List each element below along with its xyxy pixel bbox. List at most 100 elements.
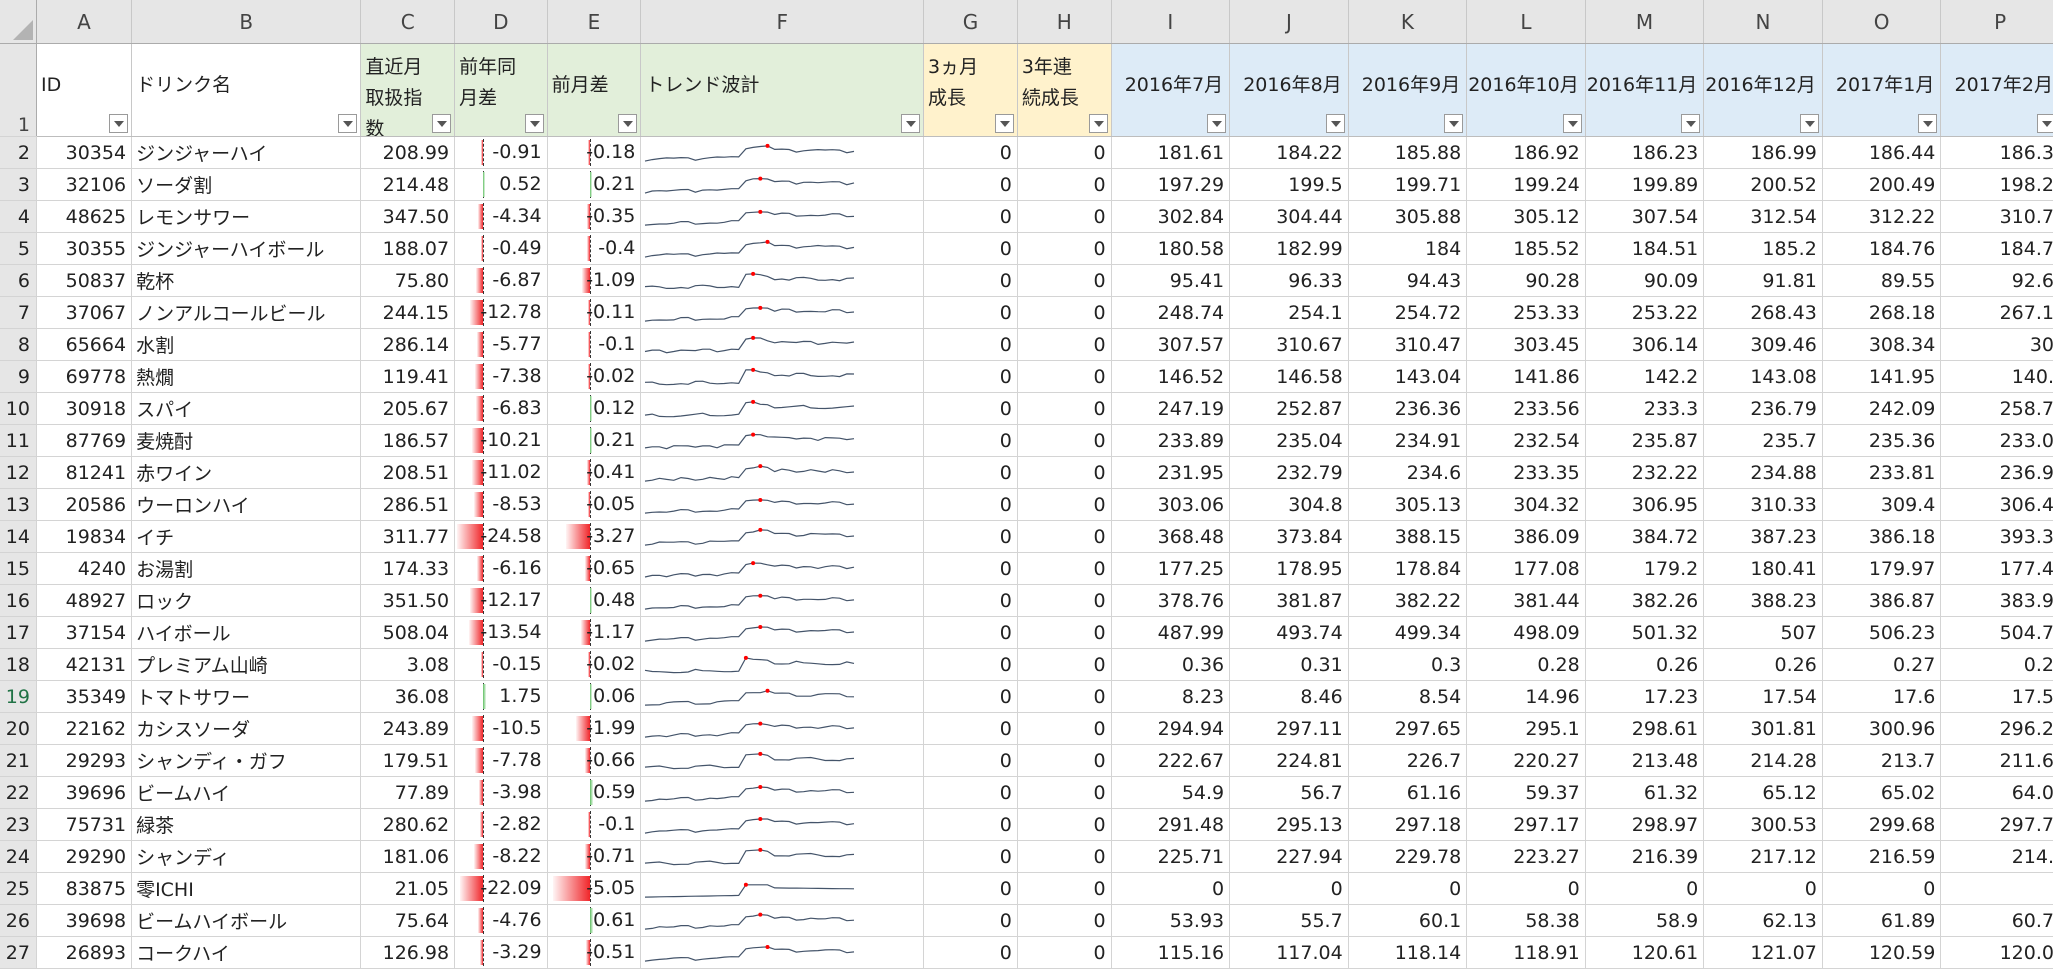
month-value-cell[interactable]: 118.91 — [1466, 936, 1586, 969]
drink-name-cell[interactable]: ロック — [131, 584, 362, 617]
trend-sparkline-cell[interactable] — [640, 680, 925, 713]
month-value-cell[interactable]: 90.09 — [1585, 264, 1705, 297]
mom-diff-cell[interactable]: -5.05 — [547, 872, 642, 905]
mom-diff-cell[interactable]: 0.48 — [547, 584, 642, 617]
month-value-cell[interactable]: 310.67 — [1229, 328, 1349, 361]
mom-diff-cell[interactable]: -0.66 — [547, 744, 642, 777]
growth-3month-cell[interactable]: 0 — [923, 616, 1018, 649]
filter-dropdown-button[interactable] — [524, 114, 544, 133]
month-value-cell[interactable]: 120.0 — [1940, 936, 2053, 969]
growth-3month-cell[interactable]: 0 — [923, 776, 1018, 809]
row-header[interactable]: 9 — [0, 360, 37, 393]
trend-sparkline-cell[interactable] — [640, 360, 925, 393]
filter-dropdown-button[interactable] — [1444, 114, 1464, 133]
month-value-cell[interactable]: 304.44 — [1229, 200, 1349, 233]
month-value-cell[interactable]: 236.36 — [1348, 392, 1468, 425]
column-header-k[interactable]: K — [1348, 0, 1468, 44]
row-header[interactable]: 19 — [0, 680, 37, 713]
yoy-diff-cell[interactable]: -5.77 — [454, 328, 548, 361]
growth-3month-cell[interactable]: 0 — [923, 424, 1018, 457]
month-value-cell[interactable]: 185.88 — [1348, 136, 1468, 169]
month-value-cell[interactable]: 258.7 — [1940, 392, 2053, 425]
month-value-cell[interactable]: 382.22 — [1348, 584, 1468, 617]
growth-3month-cell[interactable]: 0 — [923, 296, 1018, 329]
month-value-cell[interactable]: 217.12 — [1703, 840, 1823, 873]
index-cell[interactable]: 21.05 — [360, 872, 456, 905]
month-value-cell[interactable]: 0 — [1703, 872, 1823, 905]
column-header-f[interactable]: F — [640, 0, 925, 44]
trend-sparkline-cell[interactable] — [640, 200, 925, 233]
month-value-cell[interactable]: 300.53 — [1703, 808, 1823, 841]
month-value-cell[interactable]: 177.08 — [1466, 552, 1586, 585]
month-value-cell[interactable]: 234.88 — [1703, 456, 1823, 489]
month-value-cell[interactable]: 305.12 — [1466, 200, 1586, 233]
month-value-cell[interactable]: 387.23 — [1703, 520, 1823, 553]
yoy-diff-cell[interactable]: -8.53 — [454, 488, 548, 521]
id-cell[interactable]: 19834 — [36, 520, 133, 553]
month-value-cell[interactable]: 253.33 — [1466, 296, 1586, 329]
month-value-cell[interactable]: 186.99 — [1703, 136, 1823, 169]
yoy-diff-cell[interactable]: 0.52 — [454, 168, 548, 201]
growth-3month-cell[interactable]: 0 — [923, 712, 1018, 745]
growth-3month-cell[interactable]: 0 — [923, 552, 1018, 585]
trend-sparkline-cell[interactable] — [640, 136, 925, 169]
growth-3year-cell[interactable]: 0 — [1017, 616, 1112, 649]
header-cell-c[interactable]: 直近月取扱指数 — [360, 43, 456, 137]
mom-diff-cell[interactable]: -0.41 — [547, 456, 642, 489]
month-value-cell[interactable]: 65.02 — [1822, 776, 1942, 809]
month-value-cell[interactable]: 268.18 — [1822, 296, 1942, 329]
month-value-cell[interactable]: 312.22 — [1822, 200, 1942, 233]
filter-dropdown-button[interactable] — [1918, 114, 1938, 133]
column-header-j[interactable]: J — [1229, 0, 1349, 44]
id-cell[interactable]: 50837 — [36, 264, 133, 297]
trend-sparkline-cell[interactable] — [640, 776, 925, 809]
month-value-cell[interactable]: 64.0 — [1940, 776, 2053, 809]
index-cell[interactable]: 243.89 — [360, 712, 456, 745]
id-cell[interactable]: 69778 — [36, 360, 133, 393]
header-cell-j[interactable]: 2016年8月 — [1229, 43, 1349, 137]
month-value-cell[interactable]: 373.84 — [1229, 520, 1349, 553]
column-header-n[interactable]: N — [1703, 0, 1823, 44]
growth-3year-cell[interactable]: 0 — [1017, 296, 1112, 329]
trend-sparkline-cell[interactable] — [640, 616, 925, 649]
month-value-cell[interactable]: 89.55 — [1822, 264, 1942, 297]
trend-sparkline-cell[interactable] — [640, 872, 925, 905]
month-value-cell[interactable]: 309.46 — [1703, 328, 1823, 361]
month-value-cell[interactable]: 0.3 — [1348, 648, 1468, 681]
yoy-diff-cell[interactable]: -12.17 — [454, 584, 548, 617]
month-value-cell[interactable]: 297.7 — [1940, 808, 2053, 841]
yoy-diff-cell[interactable]: -6.87 — [454, 264, 548, 297]
id-cell[interactable]: 48927 — [36, 584, 133, 617]
month-value-cell[interactable]: 17.5 — [1940, 680, 2053, 713]
month-value-cell[interactable]: 185.52 — [1466, 232, 1586, 265]
id-cell[interactable]: 35349 — [36, 680, 133, 713]
row-header[interactable]: 17 — [0, 616, 37, 649]
filter-dropdown-button[interactable] — [109, 114, 129, 133]
drink-name-cell[interactable]: 麦焼酎 — [131, 424, 362, 457]
month-value-cell[interactable]: 296.2 — [1940, 712, 2053, 745]
month-value-cell[interactable]: 200.49 — [1822, 168, 1942, 201]
filter-dropdown-button[interactable] — [1681, 114, 1701, 133]
month-value-cell[interactable]: 302.84 — [1111, 200, 1231, 233]
column-header-c[interactable]: C — [360, 0, 456, 44]
growth-3month-cell[interactable]: 0 — [923, 168, 1018, 201]
month-value-cell[interactable]: 182.99 — [1229, 232, 1349, 265]
row-header[interactable]: 13 — [0, 488, 37, 521]
drink-name-cell[interactable]: トマトサワー — [131, 680, 362, 713]
month-value-cell[interactable]: 233.56 — [1466, 392, 1586, 425]
trend-sparkline-cell[interactable] — [640, 744, 925, 777]
month-value-cell[interactable]: 299.68 — [1822, 808, 1942, 841]
month-value-cell[interactable]: 142.2 — [1585, 360, 1705, 393]
month-value-cell[interactable]: 507 — [1703, 616, 1823, 649]
mom-diff-cell[interactable]: -0.51 — [547, 936, 642, 969]
month-value-cell[interactable]: 179.2 — [1585, 552, 1705, 585]
month-value-cell[interactable]: 303.45 — [1466, 328, 1586, 361]
month-value-cell[interactable]: 58.9 — [1585, 904, 1705, 937]
header-cell-e[interactable]: 前月差 — [547, 43, 642, 137]
growth-3year-cell[interactable]: 0 — [1017, 200, 1112, 233]
trend-sparkline-cell[interactable] — [640, 712, 925, 745]
mom-diff-cell[interactable]: -0.35 — [547, 200, 642, 233]
growth-3month-cell[interactable]: 0 — [923, 744, 1018, 777]
month-value-cell[interactable]: 303.06 — [1111, 488, 1231, 521]
month-value-cell[interactable]: 0.26 — [1585, 648, 1705, 681]
